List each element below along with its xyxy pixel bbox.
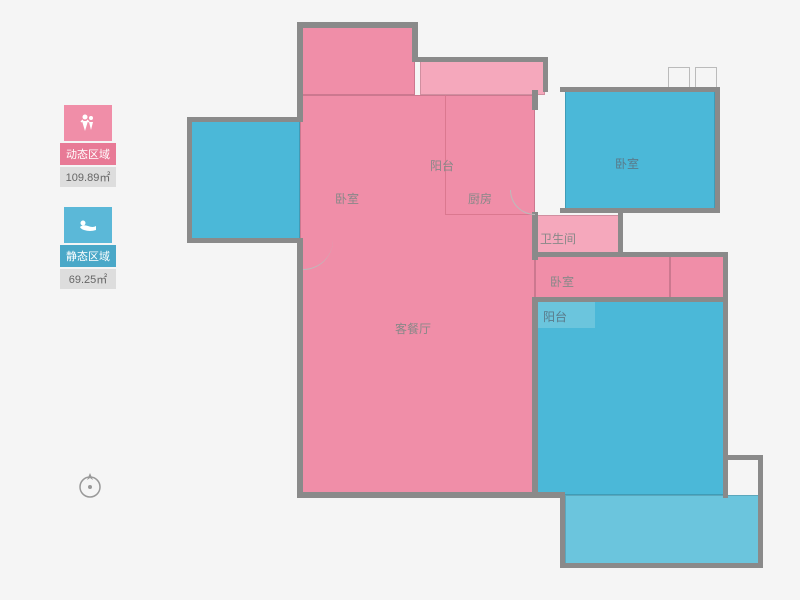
label-bathroom: 卫生间 (540, 230, 576, 247)
legend-dynamic: 动态区域 109.89㎡ (58, 105, 118, 187)
wall (187, 117, 303, 122)
room-pink-strip (670, 255, 725, 300)
legend-dynamic-icon (64, 105, 112, 141)
wall (758, 455, 763, 568)
wall (723, 297, 728, 498)
wall (618, 212, 623, 255)
label-bedroom-left: 卧室 (335, 190, 359, 207)
label-living: 客餐厅 (395, 320, 431, 337)
legend-panel: 动态区域 109.89㎡ 静态区域 69.25㎡ (58, 105, 118, 309)
wall (723, 252, 728, 302)
legend-dynamic-label: 动态区域 (60, 143, 116, 165)
floorplan: 卧室 阳台 厨房 卧室 卫生间 卧室 客餐厅 阳台 (170, 15, 770, 585)
small-box-1 (668, 67, 690, 89)
label-bedroom-mid: 卧室 (550, 273, 574, 290)
wall (297, 22, 303, 98)
wall (560, 563, 763, 568)
wall (532, 90, 538, 110)
wall (532, 252, 728, 257)
wall (187, 117, 192, 243)
wall (297, 93, 303, 120)
room-bedroom-right (565, 90, 715, 210)
wall (418, 57, 548, 62)
legend-dynamic-value: 109.89㎡ (60, 167, 116, 187)
wall (532, 297, 538, 498)
room-bedroom-left (190, 120, 300, 240)
wall (715, 87, 720, 213)
wall (723, 455, 763, 460)
wall (560, 208, 720, 213)
wall (187, 238, 303, 243)
wall (412, 22, 418, 62)
legend-static-value: 69.25㎡ (60, 269, 116, 289)
wall (543, 57, 548, 92)
label-kitchen: 厨房 (468, 190, 492, 207)
label-bedroom-right: 卧室 (615, 155, 639, 172)
label-balcony-mid: 阳台 (543, 308, 567, 325)
room-balcony-top (420, 60, 545, 95)
wall (297, 492, 538, 498)
label-balcony-top: 阳台 (430, 157, 454, 174)
compass-icon (75, 470, 105, 500)
legend-static: 静态区域 69.25㎡ (58, 207, 118, 289)
wall (560, 492, 565, 568)
legend-static-icon (64, 207, 112, 243)
legend-static-label: 静态区域 (60, 245, 116, 267)
room-blue-main (535, 300, 725, 495)
wall (297, 238, 303, 498)
room-blue-ext (565, 495, 760, 565)
wall (297, 22, 418, 28)
small-box-2 (695, 67, 717, 89)
wall (532, 297, 728, 302)
wall (560, 87, 720, 92)
room-top-block (300, 25, 415, 95)
